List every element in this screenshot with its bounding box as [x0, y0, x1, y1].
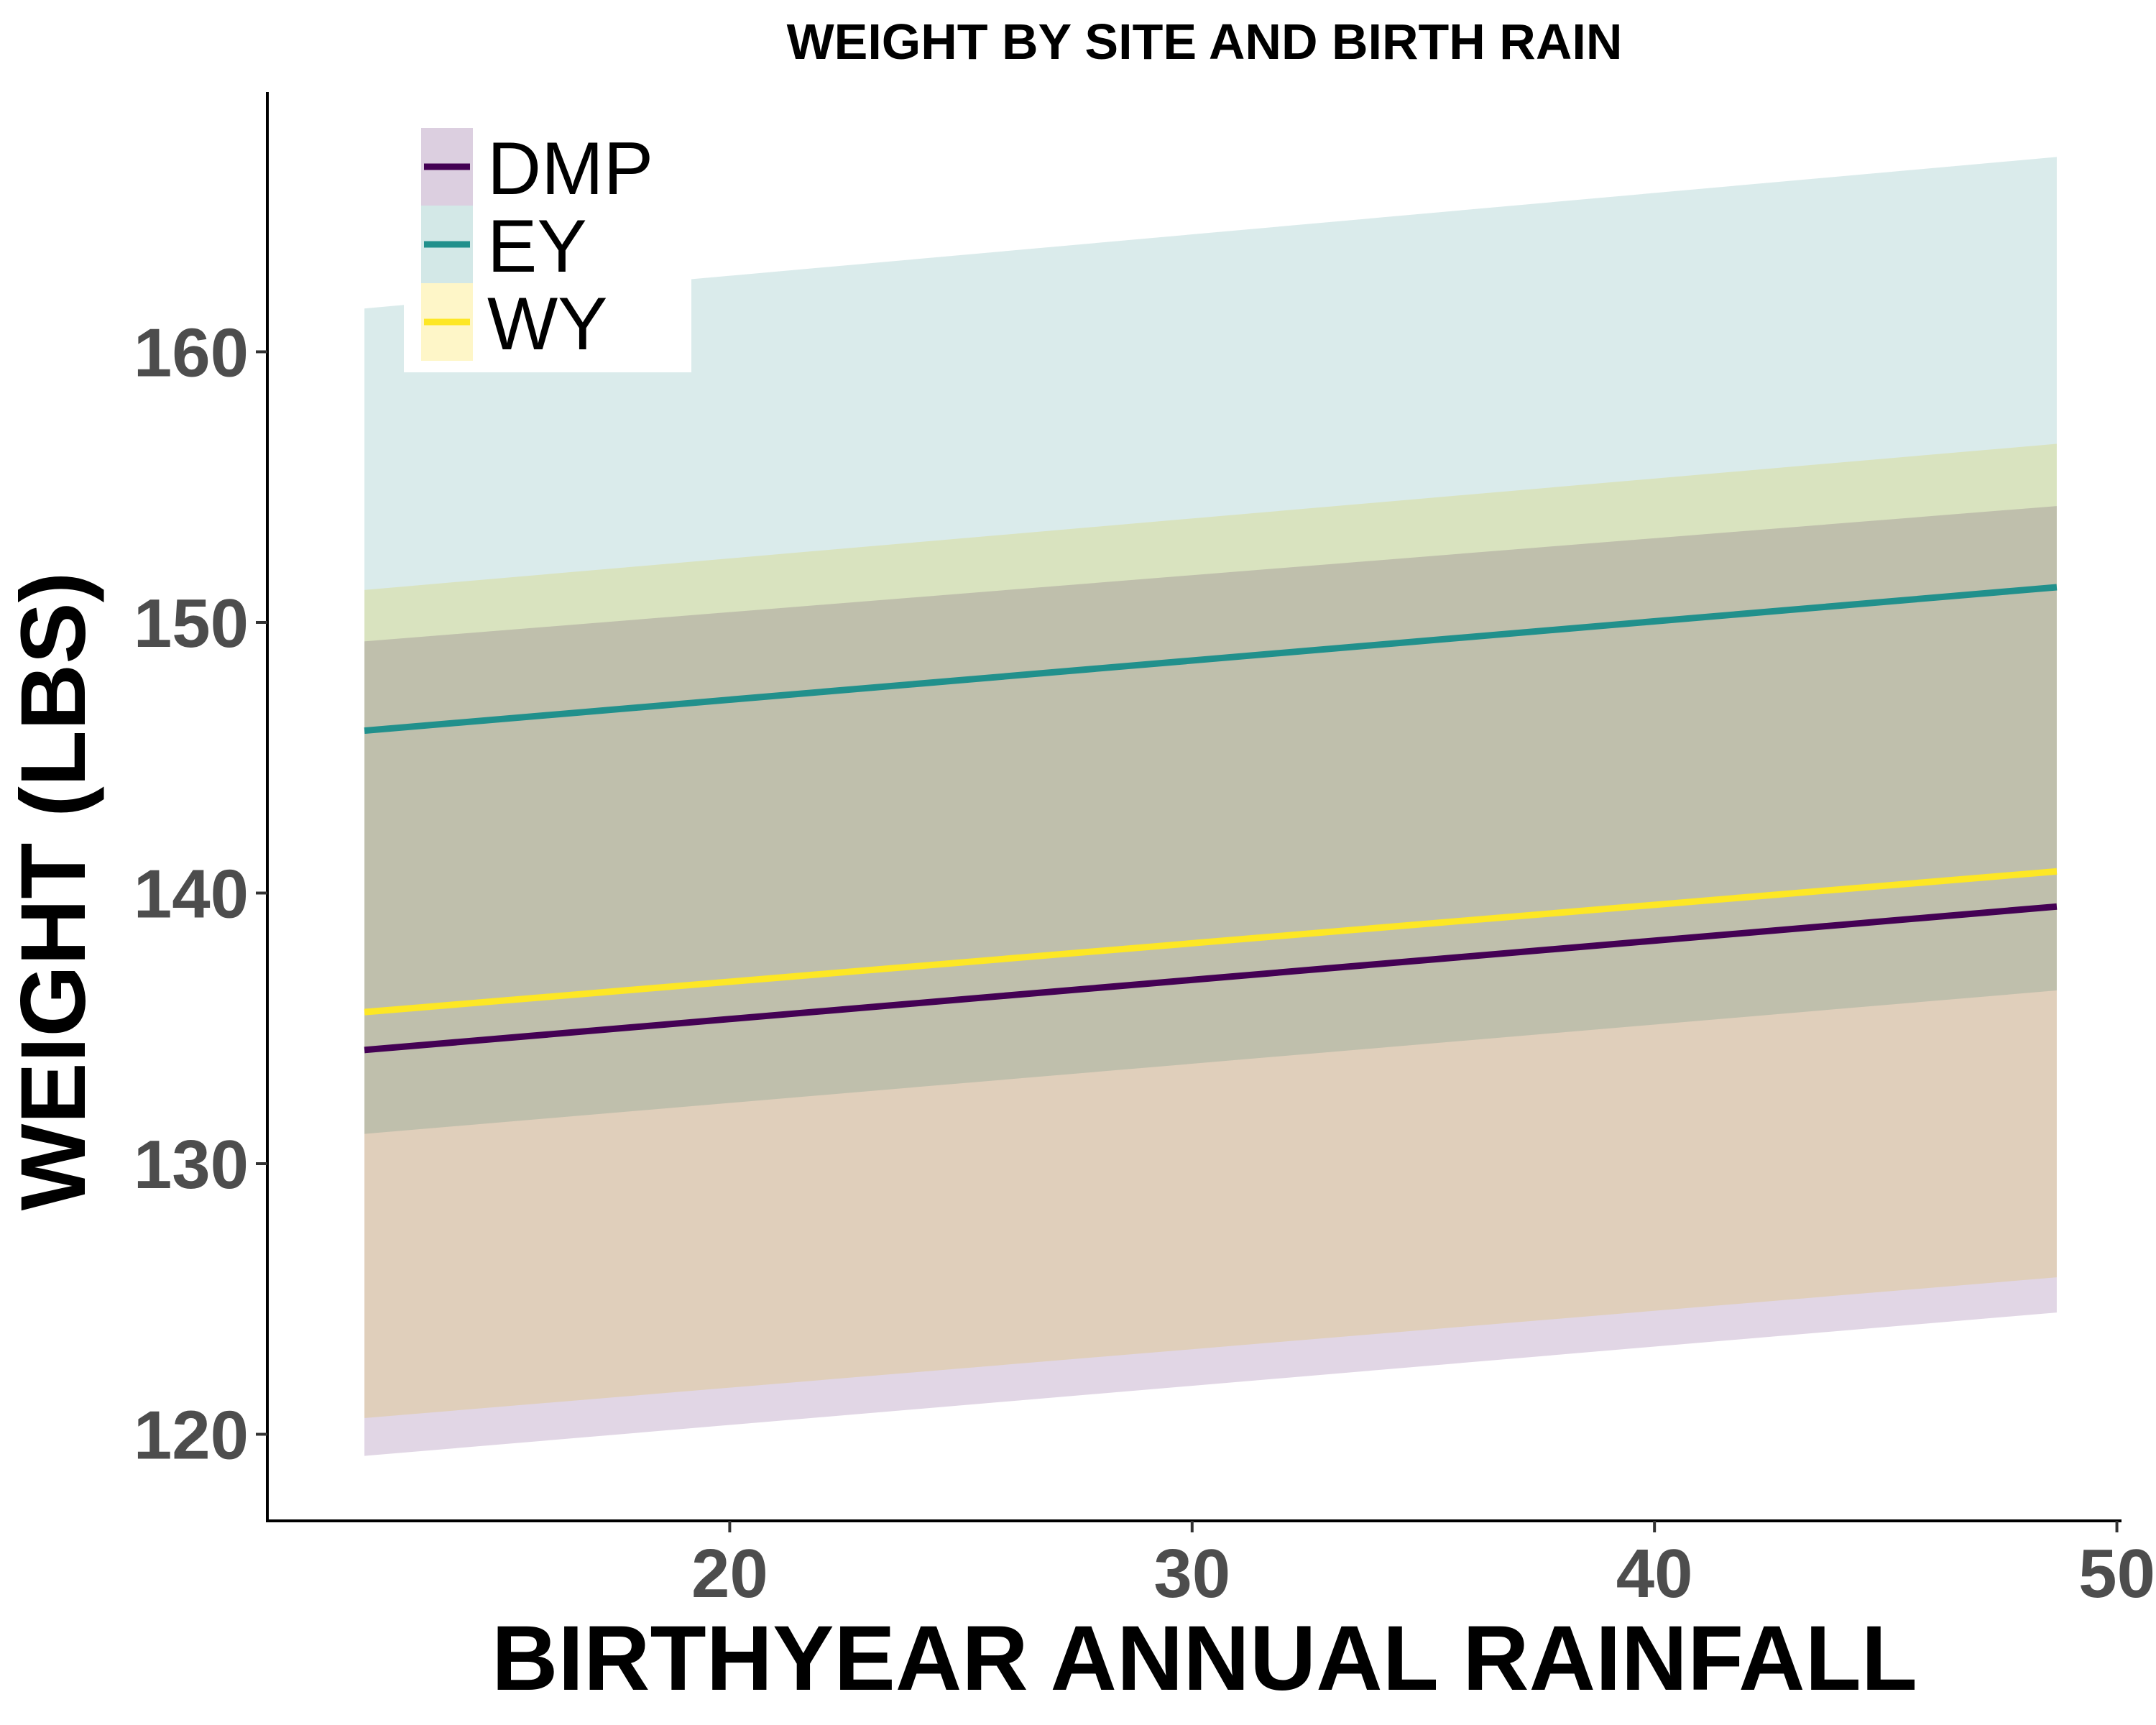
x-axis-ticks: 20 30 40 50: [691, 1521, 2155, 1612]
y-tick-label: 150: [134, 585, 249, 662]
legend-label-ey: EY: [487, 205, 587, 288]
y-axis-ticks: 120 130 140 150 160: [134, 314, 267, 1474]
line-ey: [364, 584, 2058, 735]
x-tick-label: 30: [1153, 1535, 1230, 1612]
legend-key-ey: [421, 206, 473, 283]
band-wy: [364, 443, 2057, 1418]
y-tick-label: 130: [134, 1126, 249, 1203]
line-dmp: [364, 903, 2058, 1054]
fit-lines: [364, 584, 2058, 1054]
x-tick-label: 20: [691, 1535, 768, 1612]
chart-title: WEIGHT BY SITE AND BIRTH RAIN: [787, 14, 1623, 70]
axes: [266, 92, 2122, 1522]
line-wy: [364, 868, 2058, 1016]
legend-label-dmp: DMP: [487, 127, 653, 211]
legend-key-wy: [421, 283, 473, 361]
legend-key-dmp: [421, 128, 473, 206]
y-axis-title: WEIGHT (LBS): [2, 572, 105, 1211]
y-tick-label: 160: [134, 314, 249, 391]
y-tick-label: 140: [134, 855, 249, 932]
x-tick-label: 40: [1616, 1535, 1693, 1612]
x-axis-title: BIRTHYEAR ANNUAL RAINFALL: [492, 1607, 1917, 1710]
y-tick-label: 120: [134, 1397, 249, 1474]
legend-label-wy: WY: [487, 282, 608, 366]
x-tick-label: 50: [2078, 1535, 2155, 1612]
